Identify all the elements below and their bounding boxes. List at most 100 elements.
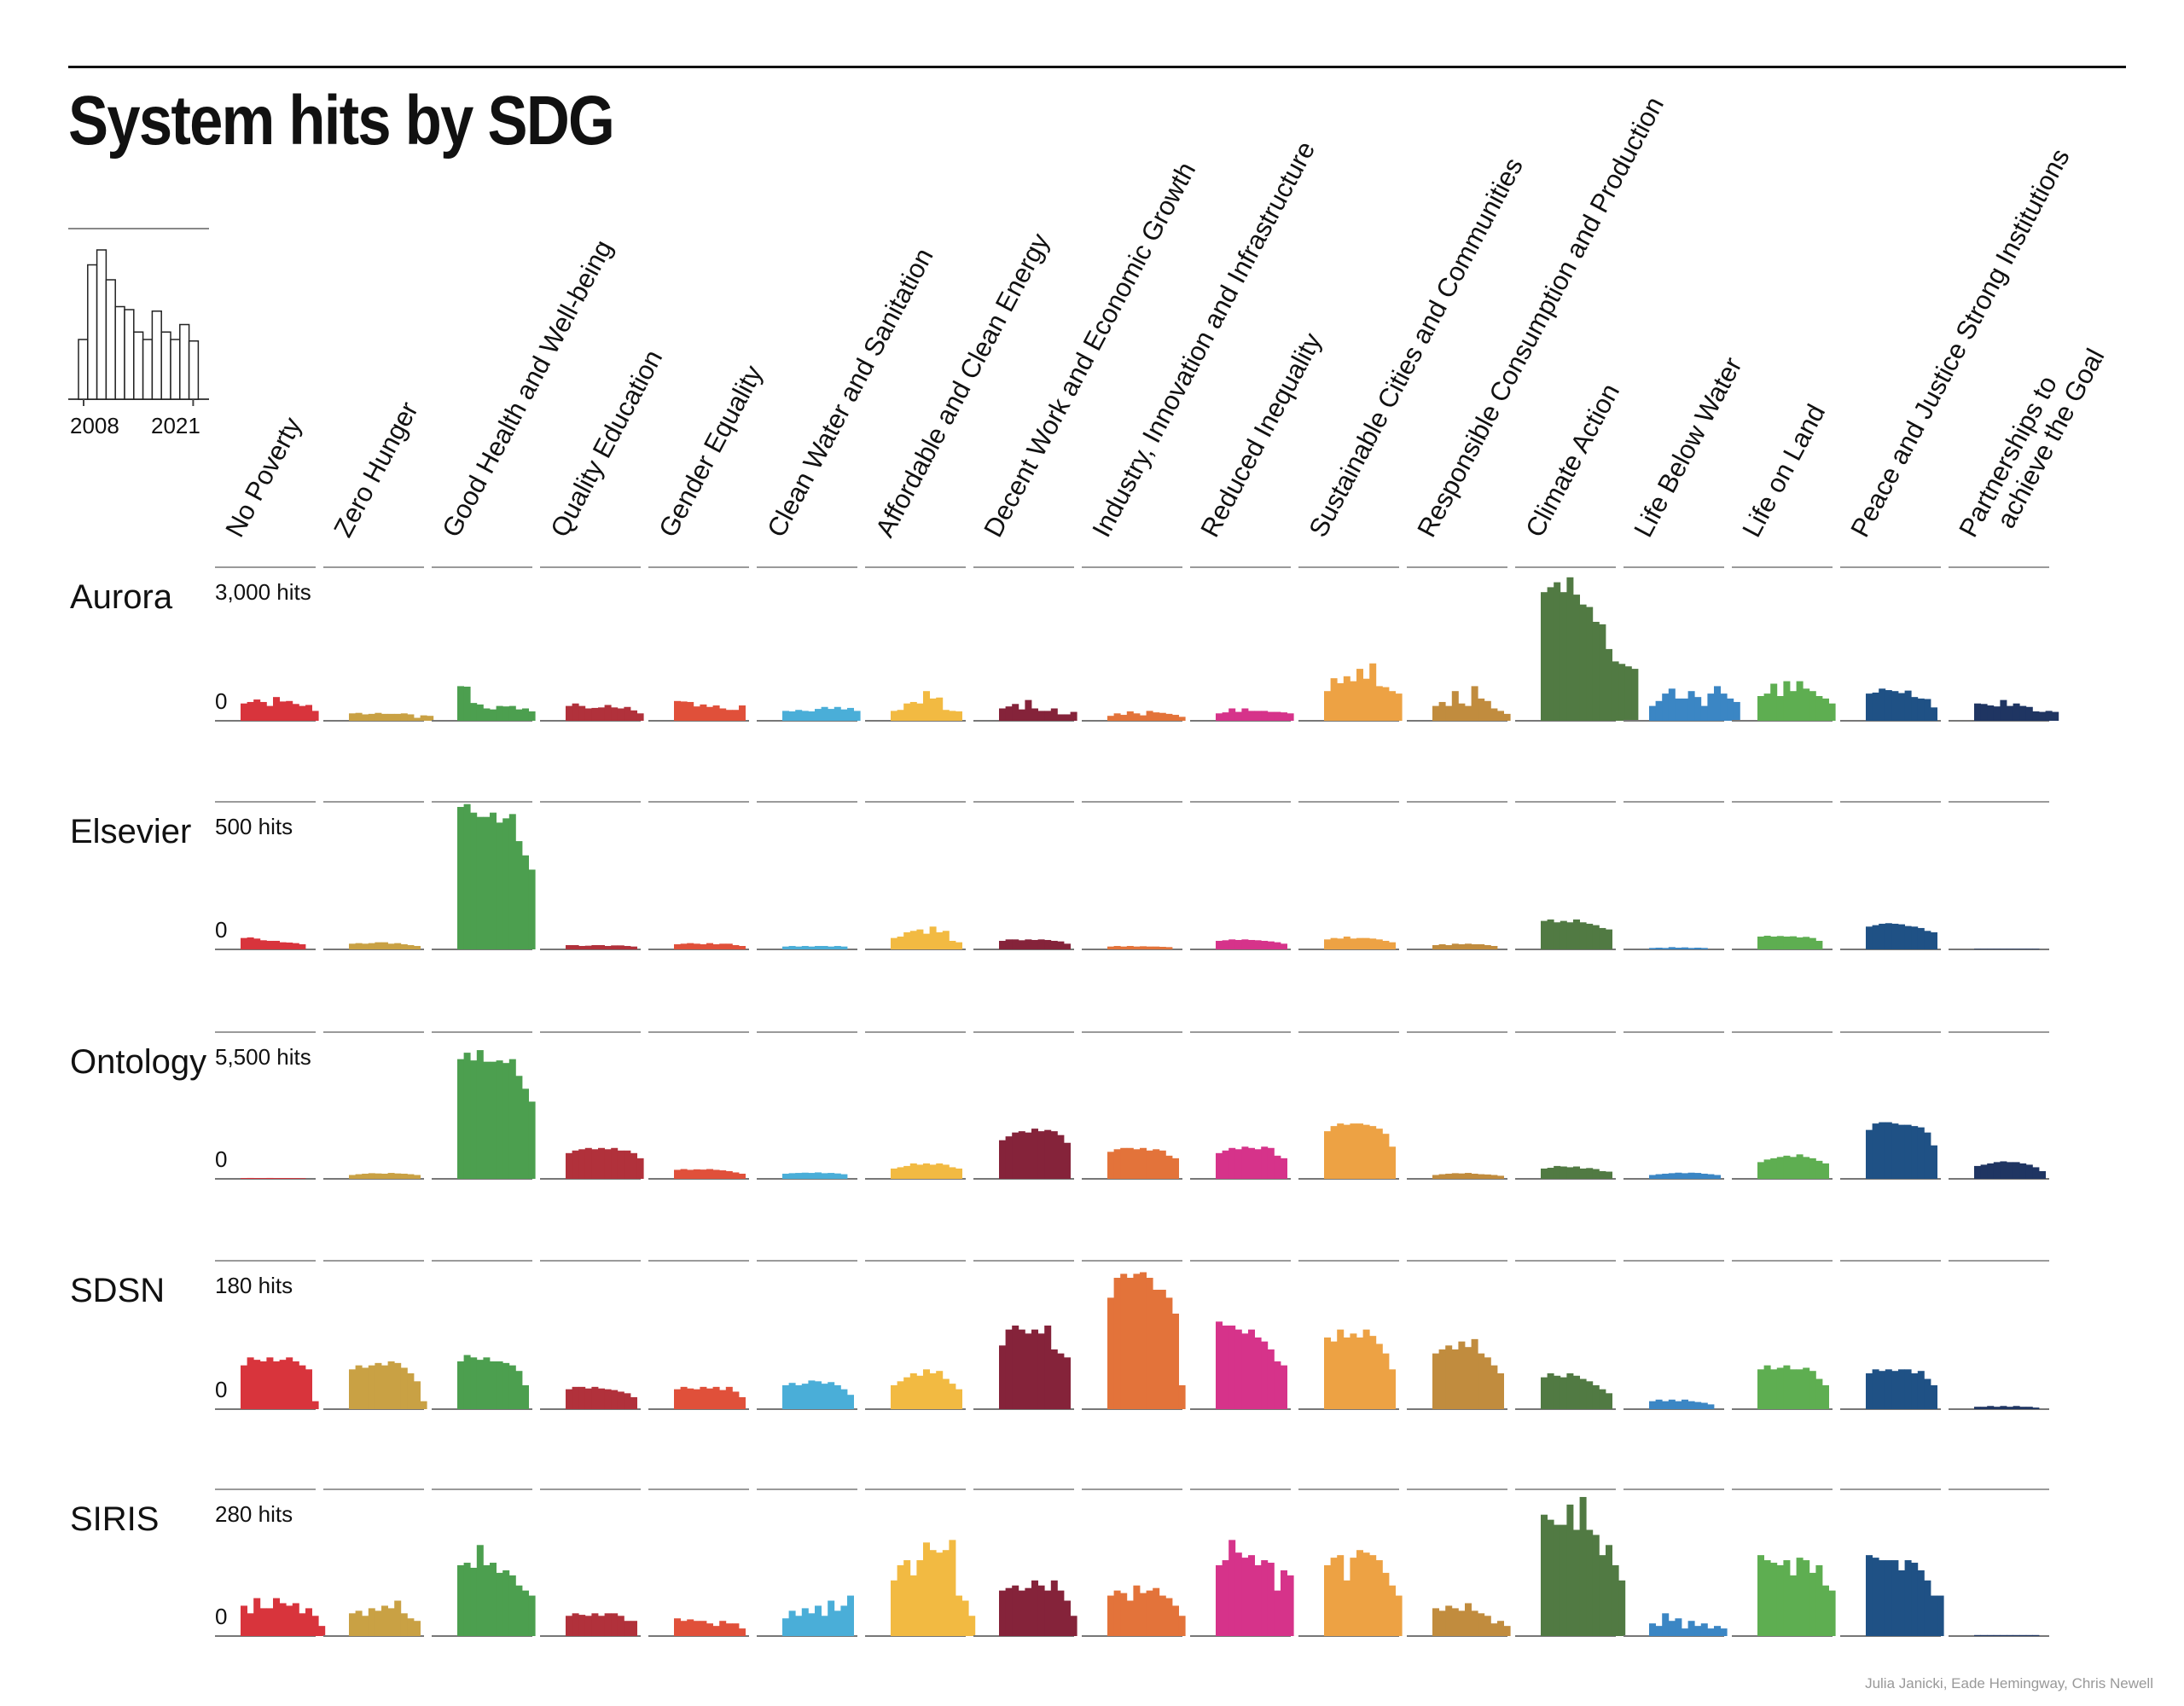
- bar: [604, 945, 612, 949]
- bar: [2032, 1634, 2040, 1636]
- bar: [1484, 1616, 1491, 1636]
- bar: [1879, 1122, 1886, 1179]
- bar: [636, 1158, 644, 1179]
- bar: [1362, 1552, 1370, 1636]
- bar: [1490, 1623, 1498, 1636]
- bar: [2025, 706, 2033, 721]
- bar: [1140, 1593, 1147, 1636]
- bar: [400, 1173, 408, 1179]
- bar: [801, 1608, 809, 1636]
- bar: [463, 804, 471, 949]
- bar: [1694, 1401, 1702, 1409]
- bar: [1005, 939, 1013, 949]
- legend-bar: [188, 340, 200, 400]
- bar: [1070, 1616, 1077, 1636]
- bar: [795, 946, 803, 949]
- bar: [674, 700, 681, 721]
- bar: [483, 1565, 491, 1636]
- bar: [572, 1613, 579, 1636]
- bar: [591, 1386, 599, 1409]
- bar: [1904, 690, 1912, 721]
- bar: [1592, 1535, 1600, 1636]
- bar: [1005, 1587, 1013, 1636]
- bar: [253, 1360, 261, 1409]
- bar: [1566, 1167, 1574, 1179]
- bar: [490, 812, 497, 949]
- bar: [1898, 1570, 1905, 1636]
- bar: [1330, 678, 1338, 721]
- bar: [2019, 1407, 2027, 1409]
- bar: [1389, 1146, 1396, 1179]
- bar: [942, 1550, 950, 1636]
- bar: [923, 1369, 930, 1409]
- bar: [305, 1369, 312, 1409]
- bar: [1248, 1329, 1255, 1409]
- goal-label-line: Reduced Inequality: [1194, 328, 1327, 542]
- bar: [1891, 1560, 1899, 1636]
- bar: [2000, 1161, 2007, 1179]
- bar: [1356, 1123, 1363, 1179]
- max-tick-label: 3,000 hits: [215, 579, 311, 605]
- bar: [1904, 1124, 1912, 1179]
- bar: [1675, 698, 1682, 721]
- bar: [490, 1061, 497, 1179]
- bar: [1592, 1169, 1600, 1179]
- bar: [1037, 1131, 1045, 1179]
- bar: [1107, 1152, 1114, 1179]
- bar: [241, 1365, 247, 1409]
- bar: [1216, 713, 1223, 721]
- bar: [463, 1053, 471, 1179]
- bar: [956, 942, 962, 949]
- legend-bar: [105, 279, 116, 400]
- bar: [687, 1388, 694, 1409]
- bar: [400, 1367, 408, 1409]
- bar: [305, 1608, 312, 1636]
- bar: [1662, 1401, 1670, 1409]
- bar: [1898, 924, 1905, 949]
- bar: [1618, 664, 1626, 721]
- bar: [476, 704, 484, 721]
- bar: [1241, 1558, 1249, 1636]
- bar: [1803, 1157, 1810, 1179]
- bar: [400, 713, 408, 721]
- bar: [1586, 923, 1594, 949]
- bar: [1465, 705, 1472, 721]
- bar: [903, 1165, 911, 1179]
- bar: [1547, 1168, 1554, 1179]
- bar: [1815, 1160, 1823, 1179]
- bar: [414, 945, 421, 949]
- bar: [1891, 1371, 1899, 1409]
- bar: [1172, 1605, 1179, 1636]
- bar: [700, 1386, 707, 1409]
- bar: [292, 943, 299, 949]
- bar: [528, 869, 536, 949]
- bar: [1178, 717, 1186, 721]
- bar: [1113, 713, 1121, 721]
- bar: [2000, 699, 2007, 721]
- bar: [1362, 1124, 1370, 1179]
- bar: [1389, 1369, 1396, 1409]
- bar: [999, 1140, 1006, 1179]
- bar: [1885, 690, 1892, 721]
- bar: [1714, 1626, 1721, 1636]
- goal-label: Quality Education: [544, 345, 668, 542]
- bar: [1974, 1634, 1981, 1636]
- bar: [1547, 919, 1554, 949]
- bar: [1776, 936, 1784, 949]
- bar: [1566, 577, 1574, 721]
- bar: [1140, 1272, 1147, 1409]
- bar: [1337, 938, 1345, 949]
- bar: [1178, 1385, 1186, 1409]
- bar: [1458, 1173, 1466, 1179]
- bar: [1687, 948, 1695, 949]
- bar: [1382, 1134, 1390, 1179]
- bar: [1350, 1558, 1357, 1636]
- bar: [909, 1163, 917, 1179]
- bar: [368, 1608, 375, 1636]
- bar: [1432, 705, 1439, 721]
- bar: [400, 1613, 408, 1636]
- bar: [483, 1357, 491, 1409]
- bar: [617, 1150, 624, 1179]
- bar: [732, 944, 740, 949]
- bar: [1497, 711, 1504, 721]
